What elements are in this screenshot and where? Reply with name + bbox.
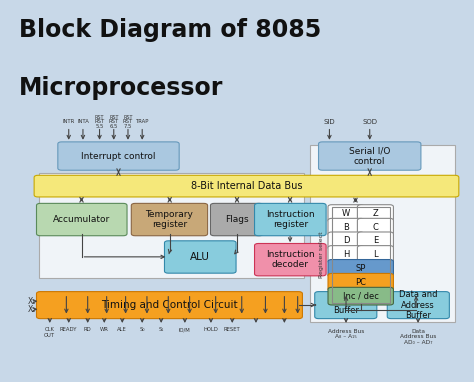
Text: PC: PC (355, 278, 366, 287)
Text: RESET: RESET (224, 327, 241, 332)
Text: RST
6.5: RST 6.5 (109, 119, 119, 129)
Text: C: C (373, 223, 378, 231)
FancyBboxPatch shape (328, 232, 364, 250)
Text: L: L (373, 250, 378, 259)
Text: SOD: SOD (362, 119, 377, 125)
Text: E: E (373, 236, 378, 245)
Text: IO/M: IO/M (179, 327, 191, 332)
Text: Inc / dec: Inc / dec (343, 292, 379, 301)
Text: CLK
OUT: CLK OUT (44, 327, 55, 338)
Text: Data and
Address
Buffer: Data and Address Buffer (399, 290, 438, 320)
Text: INTA: INTA (77, 119, 89, 124)
FancyBboxPatch shape (357, 205, 393, 222)
Text: Flags: Flags (225, 215, 248, 224)
Text: Block Diagram of 8085: Block Diagram of 8085 (19, 18, 321, 42)
FancyBboxPatch shape (255, 203, 326, 236)
Text: SP: SP (356, 264, 366, 273)
FancyBboxPatch shape (131, 203, 208, 236)
FancyBboxPatch shape (357, 219, 393, 236)
Text: X₂: X₂ (27, 305, 36, 314)
Text: Instruction
decoder: Instruction decoder (266, 250, 315, 269)
Text: RST: RST (109, 115, 118, 120)
FancyBboxPatch shape (164, 241, 236, 273)
Bar (39, 173, 304, 278)
Text: W: W (342, 209, 350, 218)
Text: Register select: Register select (319, 231, 324, 278)
Text: READY: READY (60, 327, 77, 332)
Text: TRAP: TRAP (136, 119, 149, 124)
FancyBboxPatch shape (328, 259, 393, 277)
Text: ALE: ALE (118, 327, 127, 332)
Text: H: H (343, 250, 349, 259)
Text: RST: RST (95, 115, 104, 120)
Text: RST
7.5: RST 7.5 (123, 119, 133, 129)
Text: Microprocessor: Microprocessor (19, 76, 223, 100)
FancyBboxPatch shape (328, 287, 393, 305)
FancyBboxPatch shape (357, 246, 393, 263)
Text: SID: SID (324, 119, 335, 125)
Text: INTR: INTR (63, 119, 75, 124)
Text: S₀: S₀ (139, 327, 145, 332)
FancyBboxPatch shape (36, 291, 302, 319)
Text: Temporary
register: Temporary register (146, 210, 193, 229)
Bar (310, 146, 455, 322)
Text: Instruction
register: Instruction register (266, 210, 315, 229)
Text: WR: WR (100, 327, 109, 332)
FancyBboxPatch shape (210, 203, 263, 236)
Bar (332, 207, 390, 303)
Text: HOLD: HOLD (203, 327, 219, 332)
FancyBboxPatch shape (328, 274, 393, 291)
Text: Z: Z (373, 209, 378, 218)
FancyBboxPatch shape (328, 219, 364, 236)
FancyBboxPatch shape (357, 232, 393, 250)
Text: RST
5.5: RST 5.5 (94, 119, 105, 129)
Text: RD: RD (84, 327, 91, 332)
Text: X₁: X₁ (27, 297, 36, 306)
Text: Timing and Control Circuit: Timing and Control Circuit (101, 300, 238, 310)
FancyBboxPatch shape (328, 205, 364, 222)
Text: Interrupt control: Interrupt control (81, 152, 156, 160)
Text: S₁: S₁ (158, 327, 164, 332)
Text: Address
Buffer: Address Buffer (329, 295, 363, 315)
FancyBboxPatch shape (58, 142, 179, 170)
Text: ALU: ALU (191, 252, 210, 262)
FancyBboxPatch shape (315, 291, 377, 319)
FancyBboxPatch shape (34, 175, 459, 197)
Text: 8-Bit Internal Data Bus: 8-Bit Internal Data Bus (191, 181, 302, 191)
Text: RST: RST (123, 115, 133, 120)
FancyBboxPatch shape (319, 142, 421, 170)
Text: Address Bus
A₈ – A₁₅: Address Bus A₈ – A₁₅ (328, 329, 364, 339)
FancyBboxPatch shape (36, 203, 127, 236)
FancyBboxPatch shape (255, 243, 326, 276)
Text: Serial I/O
control: Serial I/O control (349, 146, 391, 166)
Text: B: B (343, 223, 349, 231)
Text: Data
Address Bus
AD₀ – AD₇: Data Address Bus AD₀ – AD₇ (400, 329, 436, 345)
FancyBboxPatch shape (387, 291, 449, 319)
FancyBboxPatch shape (328, 246, 364, 263)
Text: D: D (343, 236, 349, 245)
Text: Accumulator: Accumulator (53, 215, 110, 224)
